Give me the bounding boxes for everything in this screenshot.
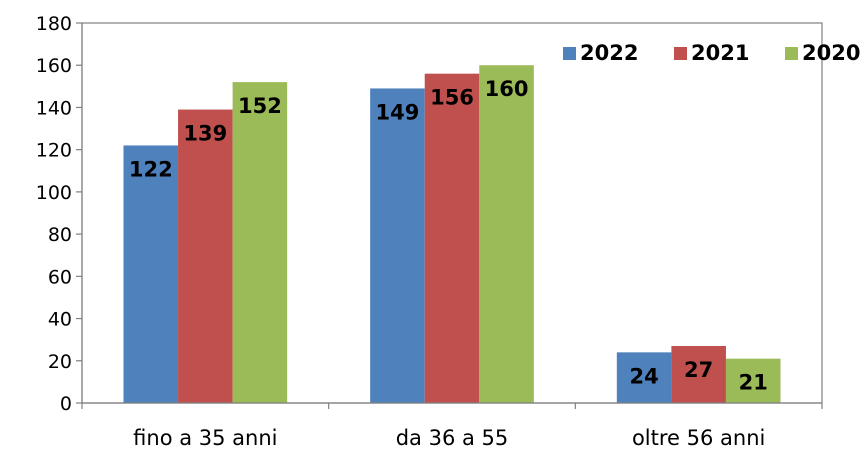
x-axis-ticks: fino a 35 anni da 36 a 55 oltre 56 anni (81, 403, 823, 449)
data-labels-group: 122 139 152 149 156 160 24 27 21 (129, 77, 768, 394)
bar-2022-1 (370, 88, 425, 403)
bar-2021-1 (424, 73, 480, 404)
y-tick-label: 80 (48, 224, 72, 246)
data-label: 21 (739, 371, 768, 395)
bar-2021-0 (178, 109, 233, 404)
legend: 2022 2021 2020 (563, 41, 860, 65)
bar-2020-1 (479, 65, 534, 403)
data-label: 149 (376, 100, 420, 124)
y-tick-label: 40 (48, 309, 72, 331)
legend-swatch-2020 (785, 47, 798, 60)
data-label: 27 (684, 358, 713, 382)
y-tick-label: 180 (36, 13, 72, 35)
x-category-label: fino a 35 anni (133, 426, 277, 449)
data-label: 139 (183, 122, 227, 146)
legend-swatch-2021 (674, 47, 687, 60)
y-tick-label: 20 (48, 351, 72, 373)
y-tick-label: 100 (36, 182, 72, 204)
data-label: 122 (129, 157, 173, 181)
bar-2020-2 (725, 358, 781, 403)
y-tick-label: 160 (36, 55, 72, 77)
bar-2022-0 (123, 145, 179, 403)
legend-label-2020: 2020 (802, 41, 860, 65)
legend-label-2022: 2022 (580, 41, 638, 65)
bars-group (123, 65, 781, 404)
data-label: 160 (485, 77, 529, 101)
bar-2022-2 (616, 352, 672, 403)
x-category-label: oltre 56 anni (632, 426, 765, 449)
x-category-label: da 36 a 55 (396, 426, 509, 449)
data-label: 156 (430, 86, 474, 110)
bar-2021-2 (671, 346, 726, 403)
y-tick-label: 0 (60, 393, 72, 415)
y-tick-label: 60 (48, 266, 72, 288)
data-label: 152 (238, 94, 282, 118)
data-label: 24 (629, 364, 658, 388)
y-tick-label: 120 (36, 140, 72, 162)
y-axis-ticks: 0 20 40 60 80 100 120 140 160 180 (36, 13, 82, 415)
legend-label-2021: 2021 (691, 41, 749, 65)
legend-swatch-2022 (563, 47, 576, 60)
y-tick-label: 140 (36, 97, 72, 119)
bar-2020-0 (232, 82, 288, 403)
